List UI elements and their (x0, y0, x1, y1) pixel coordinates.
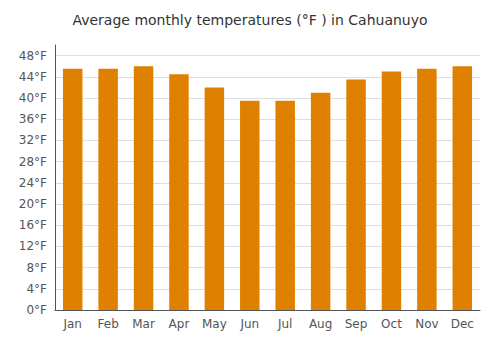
svg-text:48°F: 48°F (19, 49, 47, 63)
svg-text:16°F: 16°F (19, 218, 47, 232)
svg-text:Jan: Jan (62, 317, 82, 331)
svg-text:May: May (202, 317, 227, 331)
svg-text:Jun: Jun (239, 317, 259, 331)
svg-text:8°F: 8°F (26, 261, 47, 275)
svg-text:Mar: Mar (132, 317, 155, 331)
svg-text:Sep: Sep (345, 317, 368, 331)
svg-text:Aug: Aug (309, 317, 332, 331)
svg-text:Dec: Dec (451, 317, 474, 331)
svg-text:20°F: 20°F (19, 197, 47, 211)
svg-text:40°F: 40°F (19, 91, 47, 105)
svg-text:Apr: Apr (169, 317, 190, 331)
svg-text:32°F: 32°F (19, 133, 47, 147)
svg-text:Nov: Nov (415, 317, 438, 331)
svg-text:Feb: Feb (98, 317, 119, 331)
svg-text:12°F: 12°F (19, 239, 47, 253)
svg-text:28°F: 28°F (19, 155, 47, 169)
svg-text:44°F: 44°F (19, 70, 47, 84)
svg-text:0°F: 0°F (26, 303, 47, 317)
svg-text:Jul: Jul (277, 317, 292, 331)
svg-text:4°F: 4°F (26, 282, 47, 296)
svg-text:Average monthly temperatures (: Average monthly temperatures (°F ) in Ca… (72, 12, 427, 28)
svg-text:36°F: 36°F (19, 112, 47, 126)
svg-text:24°F: 24°F (19, 176, 47, 190)
svg-text:Oct: Oct (381, 317, 402, 331)
